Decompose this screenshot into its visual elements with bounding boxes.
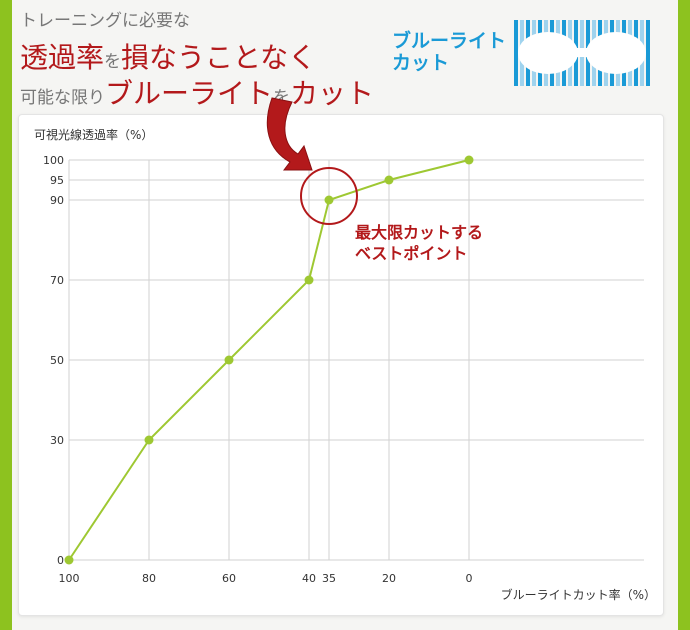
- best-point-callout-line-1: 最大限カットする: [355, 223, 484, 242]
- headline-blue-light: ブルーライト: [105, 77, 274, 110]
- logo-stripe: [514, 20, 518, 86]
- data-point: [304, 275, 314, 285]
- y-tick-label: 100: [43, 154, 64, 167]
- x-tick-label: 40: [302, 572, 316, 585]
- headline-line-1: トレーニングに必要な: [20, 11, 190, 31]
- data-point: [144, 435, 154, 445]
- headline-without-losing: 損なうことなく: [121, 41, 317, 74]
- red-arrow-icon: [266, 97, 313, 171]
- logo-text-line-2: カット: [392, 52, 450, 74]
- headline-cut: カット: [290, 77, 375, 110]
- x-tick-label: 20: [382, 572, 396, 585]
- headline-as-much: 可能な限り: [20, 88, 105, 108]
- chart-card: [18, 114, 664, 616]
- glasses-icon: [514, 20, 650, 86]
- x-tick-label: 0: [466, 572, 473, 585]
- headline-particle: を: [104, 52, 122, 72]
- y-axis-label: 可視光線透過率（%）: [34, 128, 154, 142]
- data-point: [384, 175, 394, 185]
- data-point: [224, 355, 234, 365]
- y-tick-label: 95: [50, 174, 64, 187]
- data-point: [64, 555, 74, 565]
- headline-line-2: 透過率を損なうことなく: [20, 36, 316, 76]
- y-tick-label: 90: [50, 194, 64, 207]
- best-point-callout-line-2: ベストポイント: [355, 244, 468, 263]
- best-point-callout: 最大限カットする ベストポイント: [355, 222, 483, 264]
- logo-stripe: [646, 20, 650, 86]
- data-point: [464, 155, 474, 165]
- y-tick-label: 30: [50, 434, 64, 447]
- best-point-highlight-circle: [300, 167, 358, 225]
- logo-text-line-1: ブルーライト: [392, 30, 507, 52]
- headline-transmittance: 透過率: [20, 41, 105, 74]
- y-tick-label: 70: [50, 274, 64, 287]
- y-tick-label: 0: [57, 554, 64, 567]
- x-tick-label: 100: [59, 572, 80, 585]
- x-tick-label: 35: [322, 572, 336, 585]
- data-point: [324, 195, 334, 205]
- logo-text: ブルーライト カット: [392, 30, 506, 74]
- headline-line-3: 可能な限りブルーライトをカット: [20, 72, 374, 112]
- x-axis-label: ブルーライトカット率（%）: [500, 588, 656, 602]
- x-tick-label: 80: [142, 572, 156, 585]
- y-tick-label: 50: [50, 354, 64, 367]
- x-tick-label: 60: [222, 572, 236, 585]
